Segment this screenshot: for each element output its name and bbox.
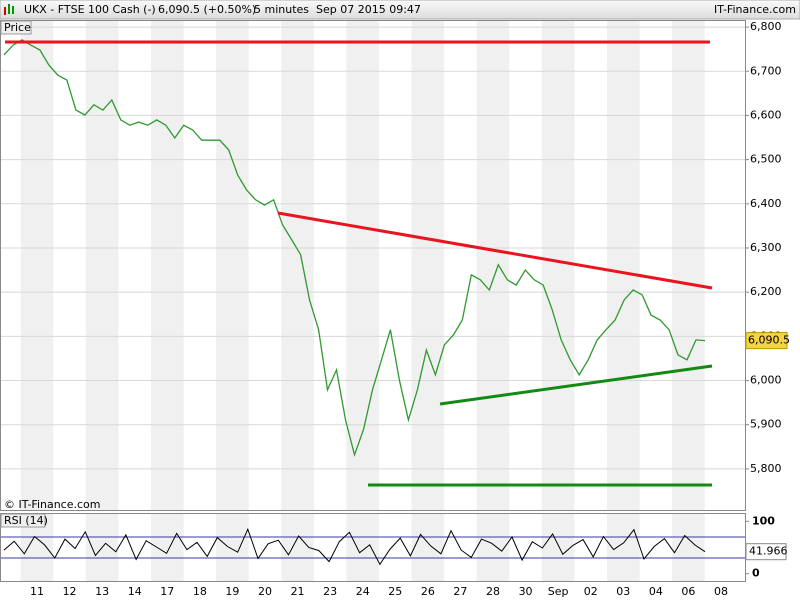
x-tick-label: 20 [258,585,272,598]
day-band [541,514,575,581]
day-band [216,514,249,581]
up-trend-line [439,364,713,406]
panel-label-box [0,20,32,35]
brand: IT-Finance.com [714,3,796,16]
interval: 5 minutes [254,3,309,16]
day-band [346,514,379,581]
x-tick-label: 04 [649,585,663,598]
logo-icon [4,4,14,15]
datetime: Sep 07 2015 09:47 [316,3,421,16]
x-tick-label: 18 [193,585,207,598]
rsi-label-box [0,513,46,528]
y-tick-label: 0 [752,567,760,580]
day-band [607,21,640,510]
x-tick-label: 11 [30,585,44,598]
last-price-box [745,332,788,350]
y-tick-label: 6,400 [750,197,782,210]
day-band [85,21,119,510]
x-tick-label: 06 [681,585,695,598]
day-band [411,514,445,581]
price-line [3,527,706,566]
x-tick-label: 03 [616,585,630,598]
y-tick-label: 100 [752,514,775,527]
y-tick-label: 6,600 [750,108,782,121]
day-band [672,21,705,510]
copyright: © IT-Finance.com [4,498,101,511]
x-tick-label: 23 [323,585,337,598]
y-tick-label: 5,800 [750,462,782,475]
symbol: UKX - FTSE 100 Cash (-) [24,3,156,16]
header-bar [0,0,800,20]
x-tick-label: 02 [584,585,598,598]
day-band [541,21,575,510]
y-tick-label: 6,000 [750,374,782,387]
x-tick-label: 12 [63,585,77,598]
x-tick-label: 30 [519,585,533,598]
y-tick-label: 6,500 [750,153,782,166]
x-tick-label: 28 [486,585,500,598]
x-tick-label: 21 [291,585,305,598]
x-tick-label: 08 [714,585,728,598]
down-trend-line [277,211,713,290]
x-tick-label: 24 [356,585,370,598]
y-tick-label: 6,300 [750,241,782,254]
last-rsi-box [745,543,787,561]
rsi-label: RSI (14) [4,514,48,527]
x-tick-label: 14 [128,585,142,598]
day-band [281,21,314,510]
day-band [346,21,379,510]
last-rsi-label: 41.966 [749,545,788,558]
y-tick-label: 6,700 [750,64,782,77]
price-line [3,39,706,458]
x-tick-label: 25 [388,585,402,598]
x-tick-label: 27 [453,585,467,598]
day-band [411,21,445,510]
day-band [20,21,54,510]
day-band [216,21,249,510]
x-tick-label: Sep [548,585,569,598]
x-tick-label: 13 [95,585,109,598]
day-band [151,514,184,581]
x-tick-label: 17 [160,585,174,598]
quote: 6,090.5 (+0.50%) [158,3,256,16]
day-band [476,21,510,510]
x-tick-label: 26 [421,585,435,598]
last-price-label: 6,090.5 [748,334,790,347]
day-band [151,21,184,510]
y-tick-label: 5,900 [750,418,782,431]
x-tick-label: 19 [225,585,239,598]
y-tick-label: 6,200 [750,285,782,298]
price-frame [0,20,746,511]
y-tick-label: 6,800 [750,20,782,33]
panel-label: Price [4,21,31,34]
